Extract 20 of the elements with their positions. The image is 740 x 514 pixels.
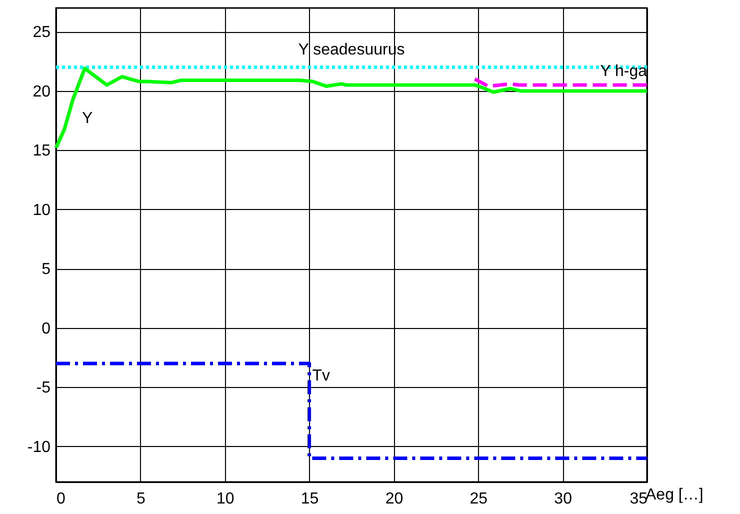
- y-tick-label: -5: [36, 380, 51, 397]
- x-tick-label: 5: [136, 490, 146, 508]
- x-tick-label: 25: [470, 490, 488, 508]
- y-tick-label: 25: [32, 24, 51, 42]
- y-tick-label: 0: [42, 320, 51, 338]
- y-tick-label: 10: [32, 202, 51, 219]
- series-label: Y: [82, 110, 93, 127]
- x-axis-title: Aeg […]: [646, 486, 704, 504]
- x-tick-label: 0: [56, 490, 66, 508]
- series-label: Y h-ga: [600, 63, 648, 80]
- y-tick-label: 20: [32, 83, 51, 100]
- x-tick-label: 35: [630, 490, 648, 508]
- x-tick-label: 15: [300, 490, 319, 508]
- x-tick-label: 10: [216, 490, 234, 508]
- y-tick-label: 15: [32, 142, 51, 160]
- x-tick-label: 20: [385, 490, 404, 508]
- y-tick-label: -10: [27, 438, 51, 456]
- series-label: Tv: [312, 368, 330, 384]
- x-tick-label: 30: [554, 490, 572, 508]
- y-tick-label: 5: [42, 261, 51, 278]
